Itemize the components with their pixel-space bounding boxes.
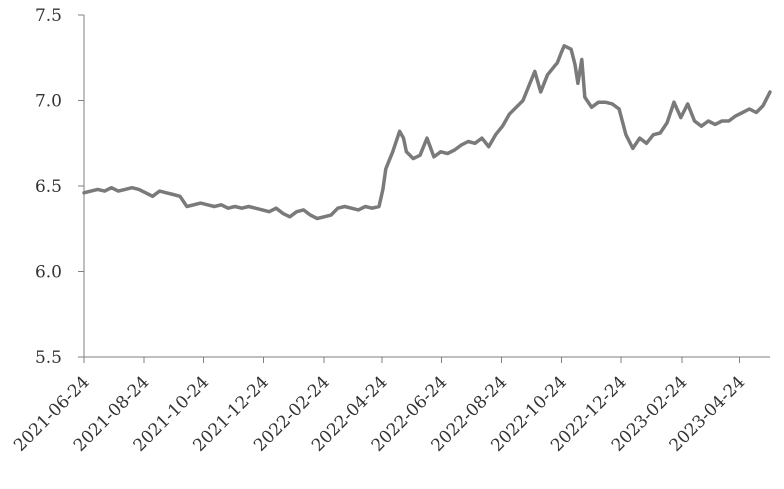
x-axis: 2021-06-242021-08-242021-10-242021-12-24… <box>10 356 770 456</box>
y-tick-label: 7.0 <box>35 92 62 112</box>
y-tick-label: 5.5 <box>35 348 62 368</box>
y-tick-label: 6.5 <box>35 177 62 197</box>
series-line <box>82 44 772 221</box>
y-tick-label: 6.0 <box>35 263 62 283</box>
series-group <box>82 44 772 221</box>
y-tick-label: 7.5 <box>35 6 62 26</box>
y-axis: 5.5 6.0 6.5 7.0 7.5 <box>35 6 85 368</box>
